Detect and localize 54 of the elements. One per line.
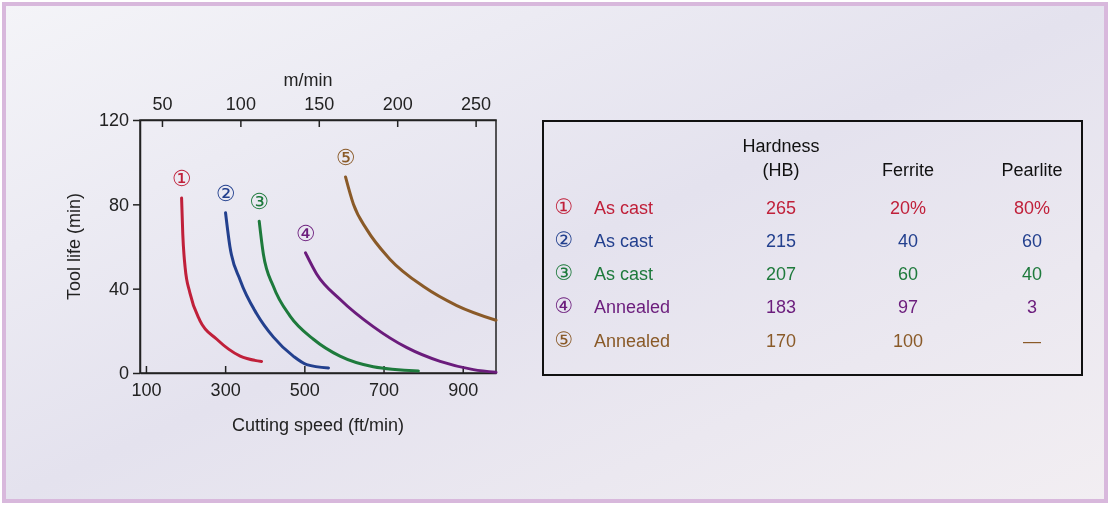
x-tick-label: 100 [131,379,162,400]
text: 40 [897,231,919,251]
text: As cast [594,231,654,251]
text: — [1023,331,1041,351]
text: 97 [897,297,919,317]
text: ④ [554,294,574,318]
line-series [304,251,498,374]
text: Hardness (HB) [742,136,820,180]
text: ⑤ [554,328,574,352]
series-label: ③ [249,189,270,215]
x-tick-label: 500 [289,379,320,400]
line-series [344,175,498,322]
text: 183 [765,297,797,317]
text: 170 [765,331,797,351]
text: 215 [765,231,797,251]
line-series [224,211,330,370]
text: ① [554,195,574,219]
y-tick-label: 0 [118,363,129,384]
series-label: ② [215,180,236,206]
text: 60 [897,264,919,284]
series-label: ⑤ [335,144,356,170]
text: Annealed [594,331,671,351]
x2-axis-title: m/min [283,70,333,90]
x2-tick-label: 200 [382,94,413,114]
x-tick-label: 300 [210,379,241,400]
y-tick-label: 80 [108,194,129,215]
text: As cast [594,264,654,284]
x-tick-label: 900 [448,379,479,400]
y-tick-label: 120 [98,110,129,131]
text: Annealed [594,297,671,317]
x2-tick-label: 150 [304,94,335,114]
text: 207 [765,264,797,284]
text: 80% [1013,198,1051,218]
x-tick-label: 700 [369,379,400,400]
series-label: ④ [295,220,316,246]
text: 3 [1026,297,1038,317]
x2-tick-label: 250 [461,94,492,114]
text: 100 [892,331,924,351]
x-axis-title: Cutting speed (ft/min) [231,415,405,435]
text: Pearlite [1001,160,1063,180]
text: ② [554,228,574,252]
line-series [257,219,420,373]
y-axis-title: Tool life (min) [64,192,84,301]
text: 40 [1021,264,1043,284]
x2-tick-label: 50 [152,94,173,114]
text: 60 [1021,231,1043,251]
x2-tick-label: 100 [225,94,256,114]
text: 265 [765,198,797,218]
text: Ferrite [881,160,935,180]
text: As cast [594,198,654,218]
series-label: ① [171,166,192,192]
text: 20% [889,198,927,218]
text: ③ [554,261,574,285]
y-tick-label: 40 [108,278,129,299]
